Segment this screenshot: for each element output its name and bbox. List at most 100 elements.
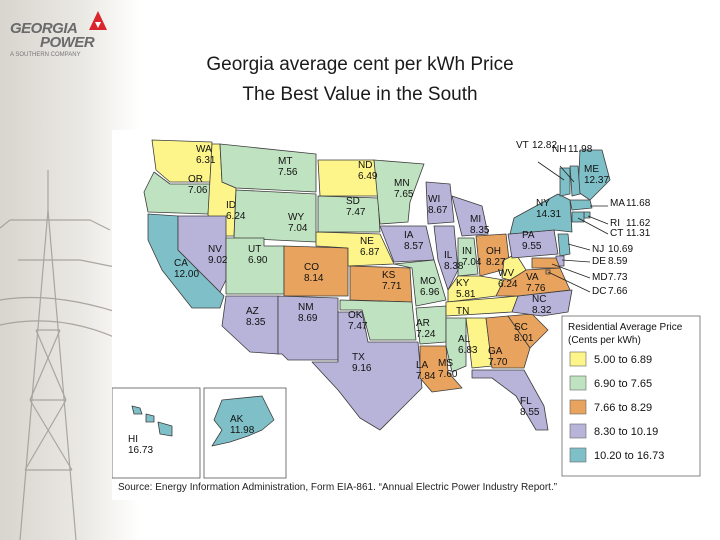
state-shape-hi-1 bbox=[145, 413, 155, 423]
state-abbr-vt: VT bbox=[516, 140, 529, 151]
state-value-sd: 7.47 bbox=[346, 207, 366, 218]
state-value-me: 12.37 bbox=[584, 175, 609, 186]
state-shape-mo bbox=[393, 259, 447, 307]
state-shape-wa bbox=[151, 139, 213, 183]
leader-line-dc bbox=[547, 271, 591, 293]
state-shape-il bbox=[433, 225, 459, 291]
state-abbr-va: VA bbox=[526, 272, 539, 283]
legend-label-2: 7.66 to 8.29 bbox=[594, 402, 652, 414]
state-abbr-nv: NV bbox=[208, 244, 222, 255]
state-value-hi: 16.73 bbox=[128, 445, 153, 456]
state-shape-hi bbox=[131, 405, 143, 415]
state-value-nd: 6.49 bbox=[358, 171, 378, 182]
state-abbr-hi: HI bbox=[128, 434, 138, 445]
state-shape-tx bbox=[311, 311, 423, 431]
state-value-ky: 5.81 bbox=[456, 289, 476, 300]
legend-swatch-4 bbox=[569, 447, 587, 463]
state-abbr-me: ME bbox=[584, 164, 599, 175]
state-shape-ks bbox=[349, 265, 413, 303]
state-value-wy: 7.04 bbox=[288, 223, 308, 234]
state-abbr-ks: KS bbox=[382, 270, 396, 281]
state-value-ny: 14.31 bbox=[536, 209, 561, 220]
page-title: Georgia average cent per kWh Price bbox=[206, 54, 514, 75]
legend-swatch-1 bbox=[569, 375, 587, 391]
state-abbr-sd: SD bbox=[346, 196, 360, 207]
state-value-nv: 9.02 bbox=[208, 255, 228, 266]
state-value-sc: 8.01 bbox=[514, 333, 534, 344]
state-shape-nv bbox=[177, 215, 227, 293]
state-abbr-oh: OH bbox=[486, 246, 501, 257]
leader-line-md bbox=[551, 263, 591, 279]
hawaii-inset-box bbox=[112, 387, 201, 479]
state-value-pa: 9.55 bbox=[522, 241, 542, 252]
state-abbr-ri: RI bbox=[610, 218, 620, 229]
state-abbr-nh: NH bbox=[552, 144, 566, 155]
us-electricity-price-map: WA 6.31 OR 7.06 CA 12.00 ID 6.24 NV 9.02 MT 7.56 WY 7… bbox=[112, 130, 716, 500]
state-value-ga: 7.70 bbox=[488, 357, 508, 368]
state-value-ak: 11.98 bbox=[230, 425, 255, 436]
state-abbr-ma: MA bbox=[610, 198, 625, 209]
leader-line-nh bbox=[559, 165, 575, 183]
state-shape-md bbox=[531, 257, 561, 269]
state-value-wv: 6.24 bbox=[498, 279, 518, 290]
state-abbr-ar: AR bbox=[416, 318, 430, 329]
state-abbr-dc: DC bbox=[592, 286, 606, 297]
state-shape-ma bbox=[569, 199, 593, 211]
legend-label-3: 8.30 to 10.19 bbox=[594, 426, 658, 438]
state-abbr-ne: NE bbox=[360, 236, 374, 247]
state-shape-ak bbox=[211, 395, 275, 447]
state-value-ks: 7.71 bbox=[382, 281, 402, 292]
state-abbr-de: DE bbox=[592, 256, 606, 267]
state-value-ok: 7.47 bbox=[348, 321, 368, 332]
state-shape-sd bbox=[317, 195, 381, 233]
state-value-de: 8.59 bbox=[608, 256, 628, 267]
leader-line-ct bbox=[577, 217, 609, 235]
state-abbr-mt: MT bbox=[278, 156, 292, 167]
page-subtitle: The Best Value in the South bbox=[242, 84, 478, 105]
state-abbr-ct: CT bbox=[610, 228, 623, 239]
state-shape-co bbox=[283, 245, 349, 297]
state-abbr-nm: NM bbox=[298, 302, 314, 313]
state-abbr-ia: IA bbox=[404, 230, 414, 241]
state-abbr-ms: MS bbox=[438, 358, 453, 369]
state-value-ri: 11.62 bbox=[626, 218, 651, 229]
leader-line-ri bbox=[587, 215, 609, 225]
state-shape-fl bbox=[471, 369, 549, 431]
state-abbr-ky: KY bbox=[456, 278, 470, 289]
state-abbr-ut: UT bbox=[248, 244, 261, 255]
state-value-ms: 7.60 bbox=[438, 369, 458, 380]
state-shape-mi bbox=[451, 195, 489, 237]
logo-triangle-icon bbox=[89, 11, 107, 30]
legend-swatch-3 bbox=[569, 423, 587, 439]
state-abbr-fl: FL bbox=[520, 396, 532, 407]
state-value-mi: 8.35 bbox=[470, 225, 490, 236]
state-abbr-md: MD bbox=[592, 272, 608, 283]
state-shape-nh bbox=[569, 165, 581, 197]
state-abbr-nj: NJ bbox=[592, 244, 604, 255]
state-value-fl: 8.55 bbox=[520, 407, 540, 418]
state-value-nm: 8.69 bbox=[298, 313, 318, 324]
source-note: Source: Energy Information Administratio… bbox=[118, 482, 558, 493]
state-abbr-ny: NY bbox=[536, 198, 550, 209]
state-abbr-id: ID bbox=[226, 200, 236, 211]
state-abbr-la: LA bbox=[416, 360, 429, 371]
state-value-ca: 12.00 bbox=[174, 269, 199, 280]
state-abbr-ga: GA bbox=[488, 346, 503, 357]
state-abbr-al: AL bbox=[458, 334, 471, 345]
state-value-id: 6.24 bbox=[226, 211, 246, 222]
state-abbr-wv: WV bbox=[498, 268, 514, 279]
state-shape-mn bbox=[373, 159, 425, 225]
state-shape-nj bbox=[557, 233, 571, 257]
state-value-nh: 11.98 bbox=[568, 144, 593, 155]
state-abbr-mi: MI bbox=[470, 214, 481, 225]
state-value-il: 8.38 bbox=[444, 261, 464, 272]
state-abbr-co: CO bbox=[304, 262, 319, 273]
legend-label-1: 6.90 to 7.65 bbox=[594, 378, 652, 390]
state-value-dc: 7.66 bbox=[608, 286, 628, 297]
state-abbr-az: AZ bbox=[246, 306, 259, 317]
state-value-ut: 6.90 bbox=[248, 255, 268, 266]
state-shape-ne bbox=[315, 231, 395, 267]
state-shape-wi bbox=[425, 181, 455, 225]
alaska-inset-box bbox=[203, 387, 287, 479]
state-abbr-wa: WA bbox=[196, 144, 212, 155]
